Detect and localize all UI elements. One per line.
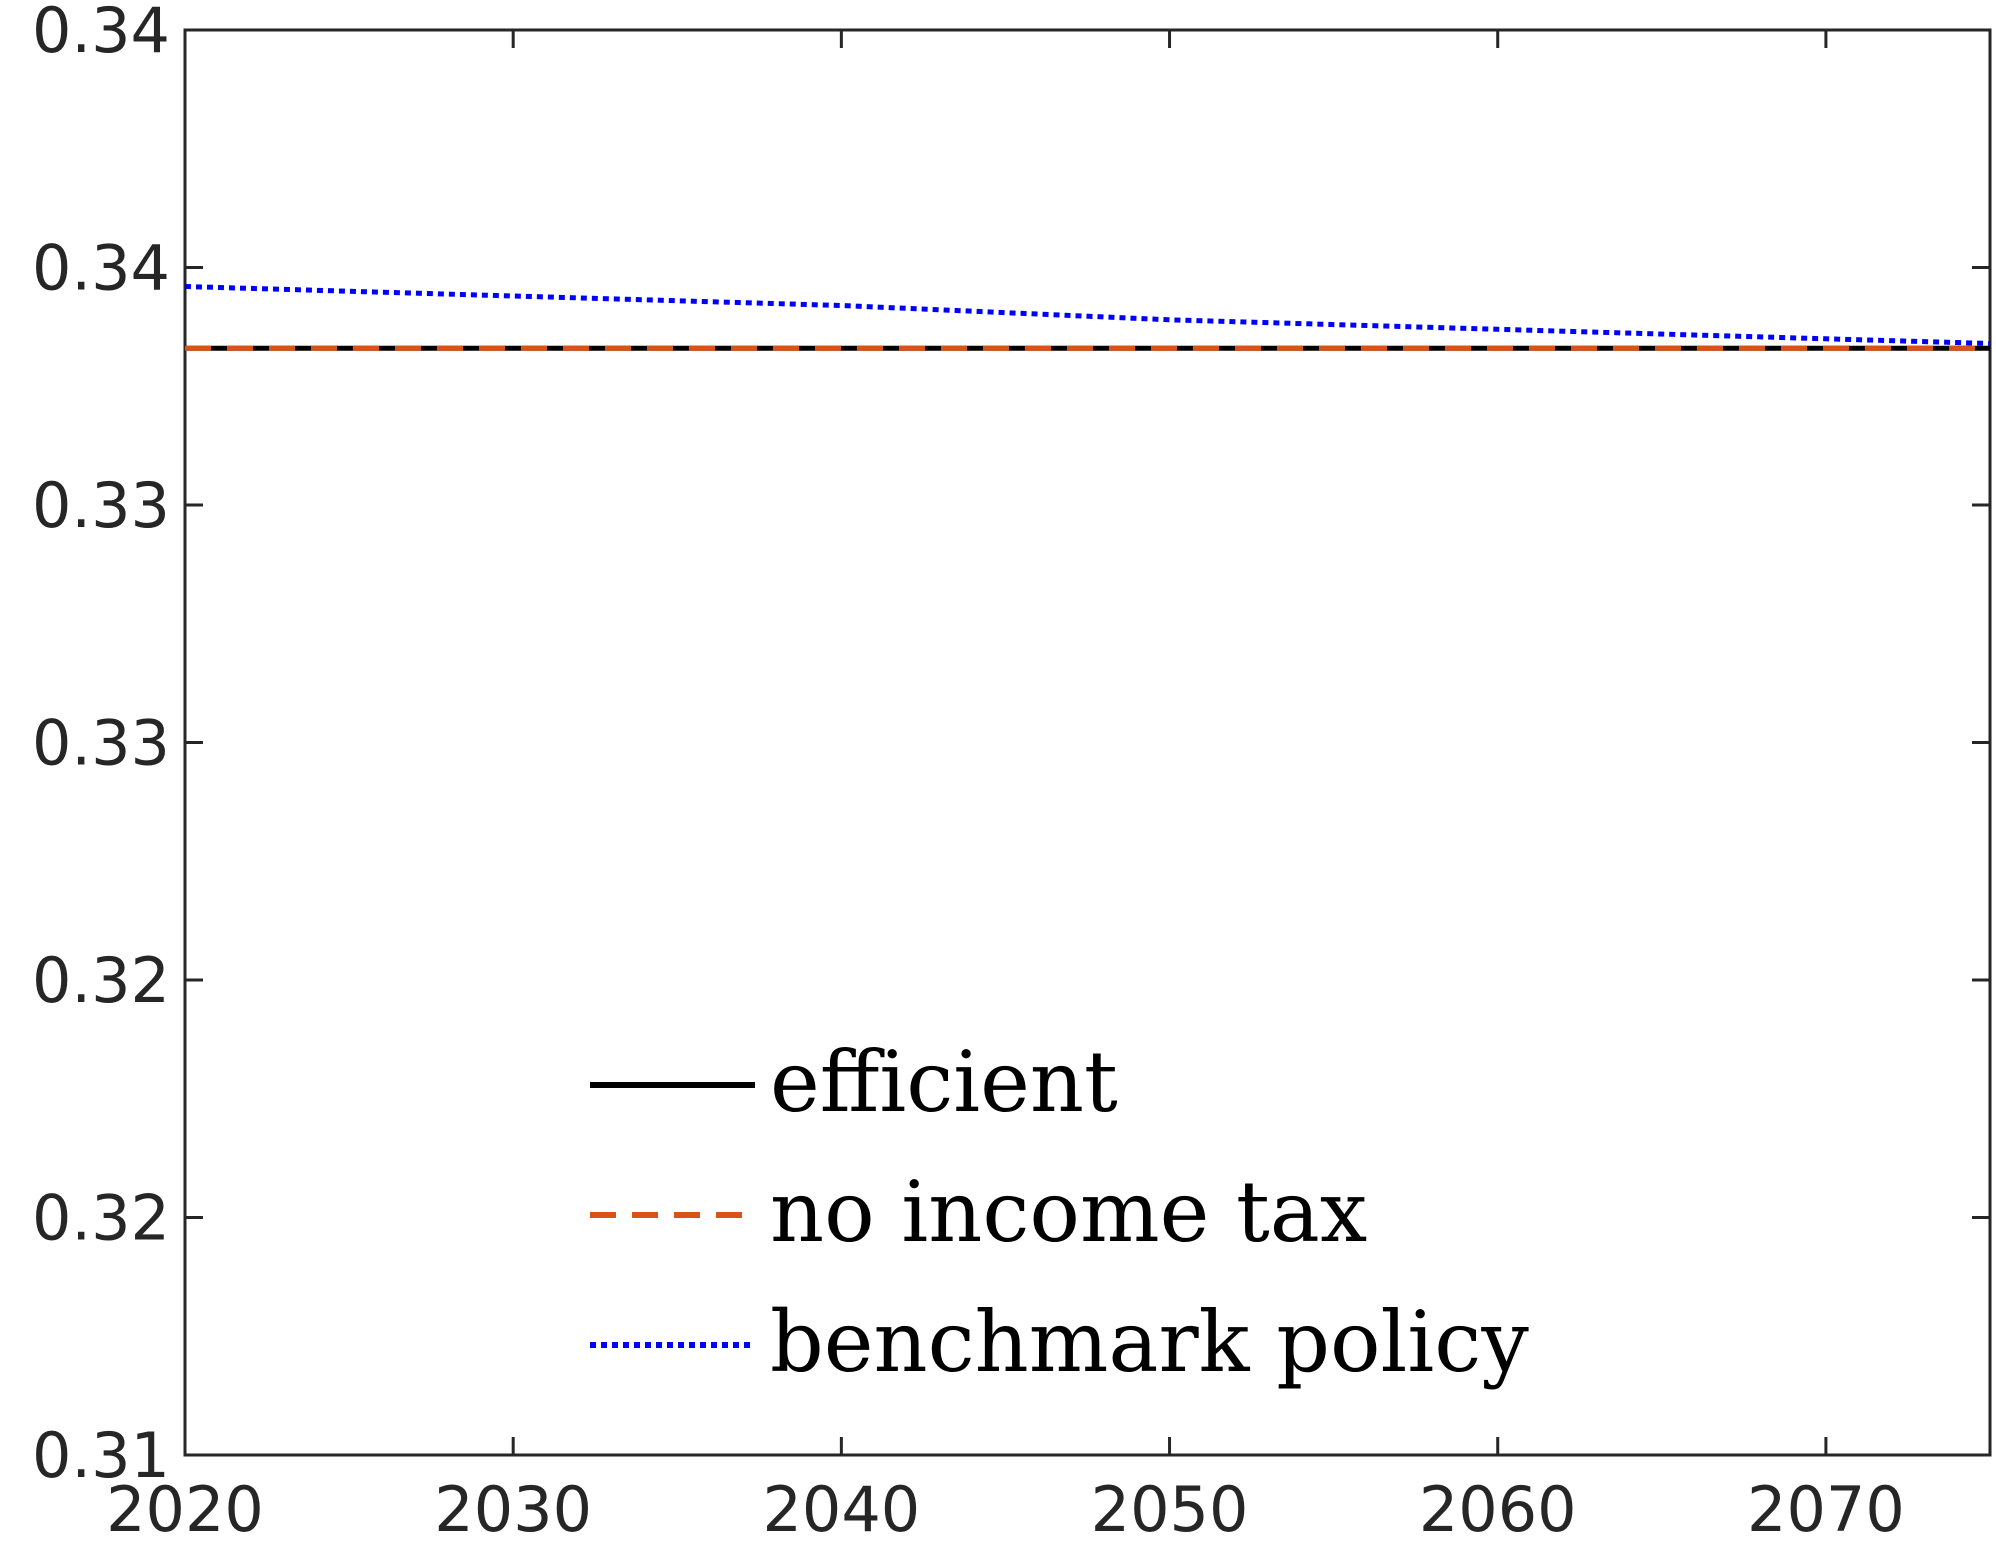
legend-label-3: benchmark policy (770, 1293, 1529, 1391)
y-tick-label: 0.34 (32, 0, 170, 67)
x-tick-label: 2020 (106, 1473, 264, 1546)
y-tick-label: 0.31 (32, 1419, 170, 1492)
series-line-3 (184, 284, 1991, 346)
x-tick-label: 2040 (762, 1473, 920, 1546)
y-tick-label: 0.33 (32, 707, 170, 780)
y-tick-label: 0.32 (32, 944, 170, 1017)
y-tick-label: 0.32 (32, 1182, 170, 1255)
y-tick-label: 0.33 (32, 469, 170, 542)
x-tick-label: 2070 (1747, 1473, 1905, 1546)
x-tick-label: 2060 (1419, 1473, 1577, 1546)
legend-label-2: no income tax (770, 1163, 1367, 1261)
x-tick-label: 2030 (434, 1473, 592, 1546)
y-tick-label: 0.34 (32, 232, 170, 305)
legend-label-1: efficient (770, 1033, 1118, 1131)
x-tick-label: 2050 (1091, 1473, 1249, 1546)
